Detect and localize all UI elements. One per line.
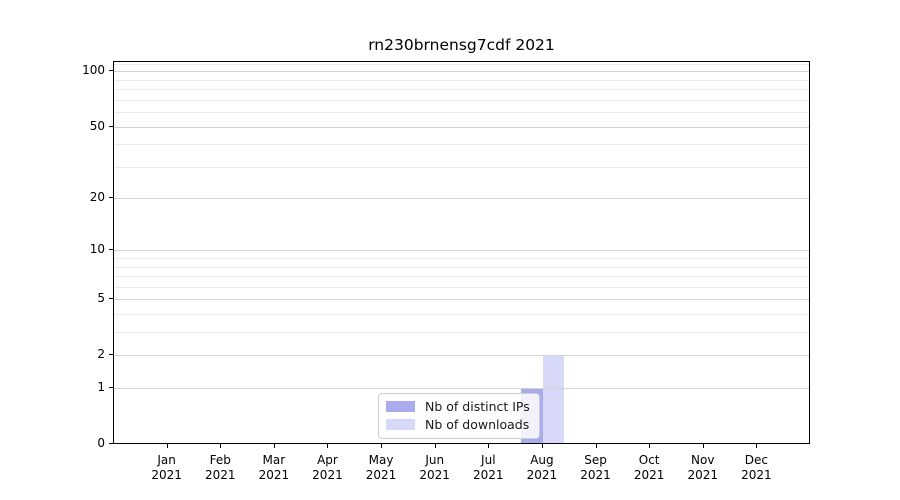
x-tick-year: 2021 — [526, 468, 558, 482]
x-tick-month: Aug — [530, 453, 554, 467]
gridline-minor — [114, 258, 809, 260]
y-tick-mark — [109, 298, 113, 300]
x-tick-label: May 2021 — [351, 453, 411, 483]
y-tick-mark — [109, 197, 113, 199]
y-tick-label: 2 — [97, 347, 105, 362]
x-tick-month: Feb — [209, 453, 231, 467]
gridline-minor — [114, 89, 809, 91]
x-tick-month: Jan — [157, 453, 176, 467]
x-tick-label: Aug 2021 — [512, 453, 572, 483]
x-tick-month: Oct — [638, 453, 660, 467]
gridline-major — [114, 388, 809, 390]
gridline-minor — [114, 112, 809, 114]
legend-item-downloads: Nb of downloads — [386, 417, 530, 432]
x-tick-month: Sep — [584, 453, 607, 467]
gridline-minor — [114, 266, 809, 268]
x-tick-month: Jul — [481, 453, 496, 467]
gridline-major — [114, 126, 809, 128]
x-tick-mark — [273, 444, 275, 448]
x-tick-mark — [166, 444, 168, 448]
x-tick-mark — [649, 444, 651, 448]
gridline-major — [114, 250, 809, 252]
x-tick-label: Jul 2021 — [458, 453, 518, 483]
x-tick-mark — [595, 444, 597, 448]
gridline-minor — [114, 63, 809, 65]
x-tick-label: Feb 2021 — [190, 453, 250, 483]
x-tick-mark — [488, 444, 490, 448]
gridline-major — [114, 299, 809, 301]
x-tick-mark — [220, 444, 222, 448]
x-tick-mark — [434, 444, 436, 448]
x-tick-year: 2021 — [312, 468, 343, 482]
y-tick-label: 5 — [97, 291, 105, 306]
y-tick-label: 0 — [97, 436, 105, 450]
gridline-minor — [114, 79, 809, 81]
y-tick-mark — [109, 354, 113, 356]
legend: Nb of distinct IPs Nb of downloads — [378, 393, 540, 439]
y-tick-label: 100 — [82, 63, 105, 78]
gridline-minor — [114, 314, 809, 316]
x-tick-year: 2021 — [633, 468, 665, 482]
x-tick-month: Jun — [425, 453, 445, 467]
x-tick-label: Dec 2021 — [726, 453, 786, 483]
x-tick-year: 2021 — [365, 468, 397, 482]
x-tick-label: Sep 2021 — [566, 453, 626, 483]
x-tick-mark — [327, 444, 329, 448]
plot-area: Nb of distinct IPs Nb of downloads — [113, 61, 810, 444]
x-tick-year: 2021 — [687, 468, 719, 482]
y-tick-mark — [109, 443, 113, 444]
gridline-minor — [114, 276, 809, 278]
gridline-major — [114, 198, 809, 200]
y-tick-label: 20 — [89, 190, 105, 205]
legend-label-downloads: Nb of downloads — [425, 417, 530, 432]
x-tick-mark — [702, 444, 704, 448]
gridline-minor — [114, 144, 809, 146]
x-tick-month: Nov — [691, 453, 715, 467]
x-tick-year: 2021 — [204, 468, 236, 482]
x-tick-year: 2021 — [741, 468, 772, 482]
x-tick-label: Mar 2021 — [244, 453, 304, 483]
gridline-minor — [114, 332, 809, 334]
y-tick-mark — [109, 249, 113, 251]
gridline-major — [114, 355, 809, 357]
gridline-minor — [114, 99, 809, 101]
x-tick-label: Jun 2021 — [405, 453, 465, 483]
x-tick-mark — [381, 444, 383, 448]
x-tick-year: 2021 — [151, 468, 182, 482]
x-tick-year: 2021 — [473, 468, 504, 482]
y-tick-label: 10 — [89, 242, 105, 257]
gridline-minor — [114, 166, 809, 168]
gridline-minor — [114, 286, 809, 288]
legend-swatch-downloads — [386, 419, 415, 430]
x-tick-label: Nov 2021 — [673, 453, 733, 483]
x-tick-mark — [541, 444, 543, 448]
x-tick-month: May — [368, 453, 394, 467]
x-tick-label: Oct 2021 — [619, 453, 679, 483]
x-tick-month: Apr — [317, 453, 338, 467]
bar-downloads — [542, 356, 565, 443]
x-tick-label: Apr 2021 — [297, 453, 357, 483]
x-tick-month: Dec — [744, 453, 768, 467]
x-tick-month: Mar — [262, 453, 286, 467]
legend-item-distinct-ips: Nb of distinct IPs — [386, 399, 530, 414]
x-tick-mark — [756, 444, 758, 448]
y-tick-label: 1 — [97, 380, 105, 395]
x-tick-year: 2021 — [580, 468, 611, 482]
y-tick-mark — [109, 125, 113, 127]
x-tick-label: Jan 2021 — [137, 453, 197, 483]
y-tick-mark — [109, 70, 113, 72]
legend-swatch-distinct-ips — [386, 401, 415, 412]
gridline-major — [114, 71, 809, 73]
chart-title: rn230brnensg7cdf 2021 — [368, 36, 555, 54]
x-tick-year: 2021 — [419, 468, 450, 482]
legend-label-distinct-ips: Nb of distinct IPs — [425, 399, 530, 414]
y-tick-label: 50 — [89, 118, 105, 133]
y-tick-mark — [109, 387, 113, 389]
x-tick-year: 2021 — [258, 468, 290, 482]
